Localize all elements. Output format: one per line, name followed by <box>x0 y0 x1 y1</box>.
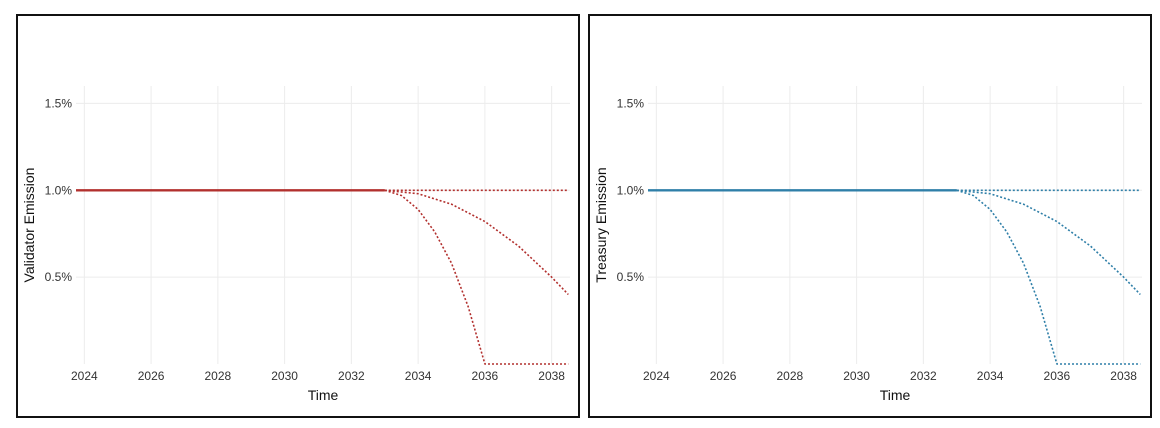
treasury-emission-chart: 2024 2026 2028 2030 2032 2034 2036 2038 0.5% 1.0… <box>593 86 1142 403</box>
x-tick-label: 2030 <box>843 369 870 383</box>
x-tick-label: 2034 <box>405 369 432 383</box>
y-tick-label: 1.0% <box>45 183 73 197</box>
y-tick-label: 1.0% <box>617 183 645 197</box>
treasury-emission-chart-panel: 2024 2026 2028 2030 2032 2034 2036 2038 0.5% 1.0… <box>588 14 1152 418</box>
x-axis-ticks: 2024 2026 2028 2030 2032 2034 2036 2038 <box>71 369 565 383</box>
chart-lines <box>648 189 1141 365</box>
series-line-dotted <box>956 189 1141 365</box>
series-line-dotted <box>384 189 569 296</box>
series-line-dotted <box>384 189 569 365</box>
x-tick-label: 2036 <box>1044 369 1071 383</box>
x-tick-label: 2032 <box>910 369 937 383</box>
chart-lines <box>76 189 569 365</box>
y-tick-label: 1.5% <box>45 96 73 110</box>
chart-grid <box>76 86 570 364</box>
x-tick-label: 2024 <box>643 369 670 383</box>
y-tick-label: 0.5% <box>617 270 645 284</box>
y-axis-ticks: 0.5% 1.0% 1.5% <box>617 96 645 284</box>
x-axis-ticks: 2024 2026 2028 2030 2032 2034 2036 2038 <box>643 369 1137 383</box>
x-tick-label: 2026 <box>710 369 737 383</box>
validator-emission-chart: 2024 2026 2028 2030 2032 2034 2036 2038 0.5% 1.0… <box>21 86 570 403</box>
chart-grid <box>648 86 1142 364</box>
x-tick-label: 2026 <box>138 369 165 383</box>
y-tick-label: 0.5% <box>45 270 73 284</box>
y-axis-title: Treasury Emission <box>593 167 609 282</box>
x-tick-label: 2034 <box>977 369 1004 383</box>
x-tick-label: 2036 <box>472 369 499 383</box>
x-axis-title: Time <box>308 387 339 403</box>
x-tick-label: 2028 <box>205 369 232 383</box>
x-tick-label: 2024 <box>71 369 98 383</box>
y-tick-label: 1.5% <box>617 96 645 110</box>
series-line-dotted <box>956 189 1141 296</box>
y-axis-ticks: 0.5% 1.0% 1.5% <box>45 96 73 284</box>
x-axis-title: Time <box>880 387 911 403</box>
x-tick-label: 2032 <box>338 369 365 383</box>
x-tick-label: 2038 <box>1110 369 1137 383</box>
validator-emission-chart-panel: 2024 2026 2028 2030 2032 2034 2036 2038 0.5% 1.0… <box>16 14 580 418</box>
x-tick-label: 2030 <box>271 369 298 383</box>
x-tick-label: 2028 <box>777 369 804 383</box>
y-axis-title: Validator Emission <box>21 168 37 283</box>
x-tick-label: 2038 <box>538 369 565 383</box>
